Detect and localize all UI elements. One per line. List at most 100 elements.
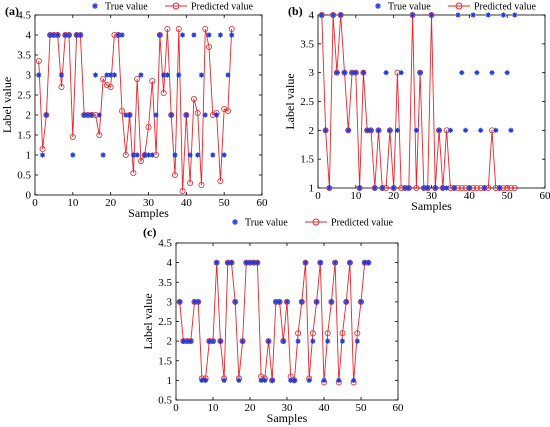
x-axis-label-b: Samples	[411, 199, 452, 213]
true-value-point	[247, 260, 253, 266]
true-value-point	[92, 72, 99, 78]
true-value-point	[447, 127, 454, 133]
true-value-point	[251, 260, 257, 266]
true-value-point	[104, 72, 110, 78]
true-value-point	[161, 72, 167, 78]
true-value-point	[425, 185, 431, 191]
y-tick-label: 2.5	[17, 90, 31, 102]
true-value-point	[288, 377, 294, 383]
true-value-point	[481, 185, 488, 191]
true-value-point	[273, 299, 279, 305]
x-tick-label: 60	[393, 402, 405, 414]
true-value-point	[343, 299, 349, 305]
predicted-value-point	[202, 25, 209, 32]
true-value-point	[362, 260, 368, 266]
true-value-point	[500, 12, 506, 18]
panel-label-a: (a)	[5, 4, 19, 18]
true-value-point	[372, 185, 378, 191]
x-tick-label: 60	[257, 197, 269, 209]
true-value-point	[221, 152, 227, 158]
true-value-point	[332, 260, 338, 266]
true-value-point	[172, 152, 178, 158]
y-tick-label: 3	[309, 67, 315, 79]
true-value-point	[351, 377, 357, 383]
predicted-value-point	[187, 179, 194, 186]
true-value-point	[485, 12, 491, 18]
y-tick-label: 1	[167, 375, 173, 387]
true-value-point	[398, 70, 404, 76]
legend-predicted-marker	[172, 2, 180, 10]
true-value-point	[451, 185, 457, 191]
true-value-point	[368, 127, 374, 133]
true-value-point	[70, 152, 76, 158]
y-axis-label-b: Label value	[283, 73, 297, 129]
true-value-point	[338, 12, 344, 18]
y-tick-label: 2.5	[300, 96, 314, 108]
legend-predicted-label: Predicted value	[474, 2, 536, 13]
true-value-point	[339, 338, 346, 344]
true-value-point	[504, 70, 510, 76]
true-value-point	[228, 260, 235, 266]
true-value-point	[111, 72, 118, 78]
predicted-value-point	[309, 330, 316, 337]
legend-predicted-marker	[455, 2, 463, 10]
true-value-point	[195, 152, 201, 158]
true-value-point	[89, 112, 95, 118]
y-tick-label: 4.5	[17, 10, 31, 22]
true-value-point	[203, 377, 209, 383]
true-value-point	[421, 185, 427, 191]
marks-c	[176, 259, 372, 386]
true-value-point	[177, 299, 183, 305]
true-value-point	[258, 377, 264, 383]
y-tick-label: 1.5	[158, 355, 172, 367]
predicted-value-point	[160, 90, 167, 97]
true-value-point	[115, 32, 121, 38]
true-value-point	[402, 185, 408, 191]
legend-a: True value Predicted value	[92, 2, 253, 13]
true-value-point	[254, 260, 260, 266]
y-tick-label: 1	[26, 150, 32, 162]
true-value-point	[236, 377, 242, 383]
true-value-point	[478, 127, 484, 133]
true-value-point	[379, 185, 385, 191]
predicted-value-point	[295, 330, 302, 337]
marks-b	[318, 11, 518, 191]
legend-true-label: True value	[388, 2, 431, 13]
true-value-point	[243, 260, 249, 266]
true-value-point	[81, 112, 87, 118]
predicted-value-point	[175, 25, 182, 32]
predicted-value-point	[119, 108, 126, 115]
predicted-value-point	[58, 84, 65, 91]
x-tick-label: 10	[67, 197, 79, 209]
x-tick-label: 20	[245, 402, 257, 414]
true-value-point	[409, 12, 416, 18]
axes-c: 0 10 20 30 40 50 60 0.5 1 1.5 2 2.5 3 3.5 4 4.5	[158, 238, 404, 415]
x-tick-label: 0	[315, 190, 321, 202]
y-tick-label: 2	[309, 125, 315, 137]
y-tick-label: 0	[26, 190, 32, 202]
y-tick-label: 2.5	[158, 316, 172, 328]
true-value-point	[229, 32, 235, 38]
predicted-value-point	[354, 330, 361, 337]
true-value-point	[277, 299, 283, 305]
true-value-point	[470, 12, 476, 18]
true-value-point	[62, 32, 68, 38]
true-value-point	[306, 377, 312, 383]
true-value-point	[330, 12, 336, 18]
true-value-point	[428, 12, 435, 18]
true-value-point	[325, 338, 331, 344]
y-tick-label: 4	[167, 257, 173, 269]
x-tick-label: 50	[356, 402, 368, 414]
true-value-point	[149, 152, 155, 158]
predicted-value-point	[130, 169, 137, 176]
x-tick-label: 40	[181, 197, 193, 209]
true-value-point	[195, 299, 201, 305]
true-value-point	[123, 112, 129, 118]
true-value-point	[232, 299, 238, 305]
true-value-point	[319, 12, 325, 18]
true-value-point	[466, 185, 472, 191]
legend-c: True value Predicted value	[232, 218, 393, 229]
true-value-point	[47, 32, 53, 38]
predicted-value-point	[324, 330, 331, 337]
x-tick-label: 20	[388, 190, 400, 202]
